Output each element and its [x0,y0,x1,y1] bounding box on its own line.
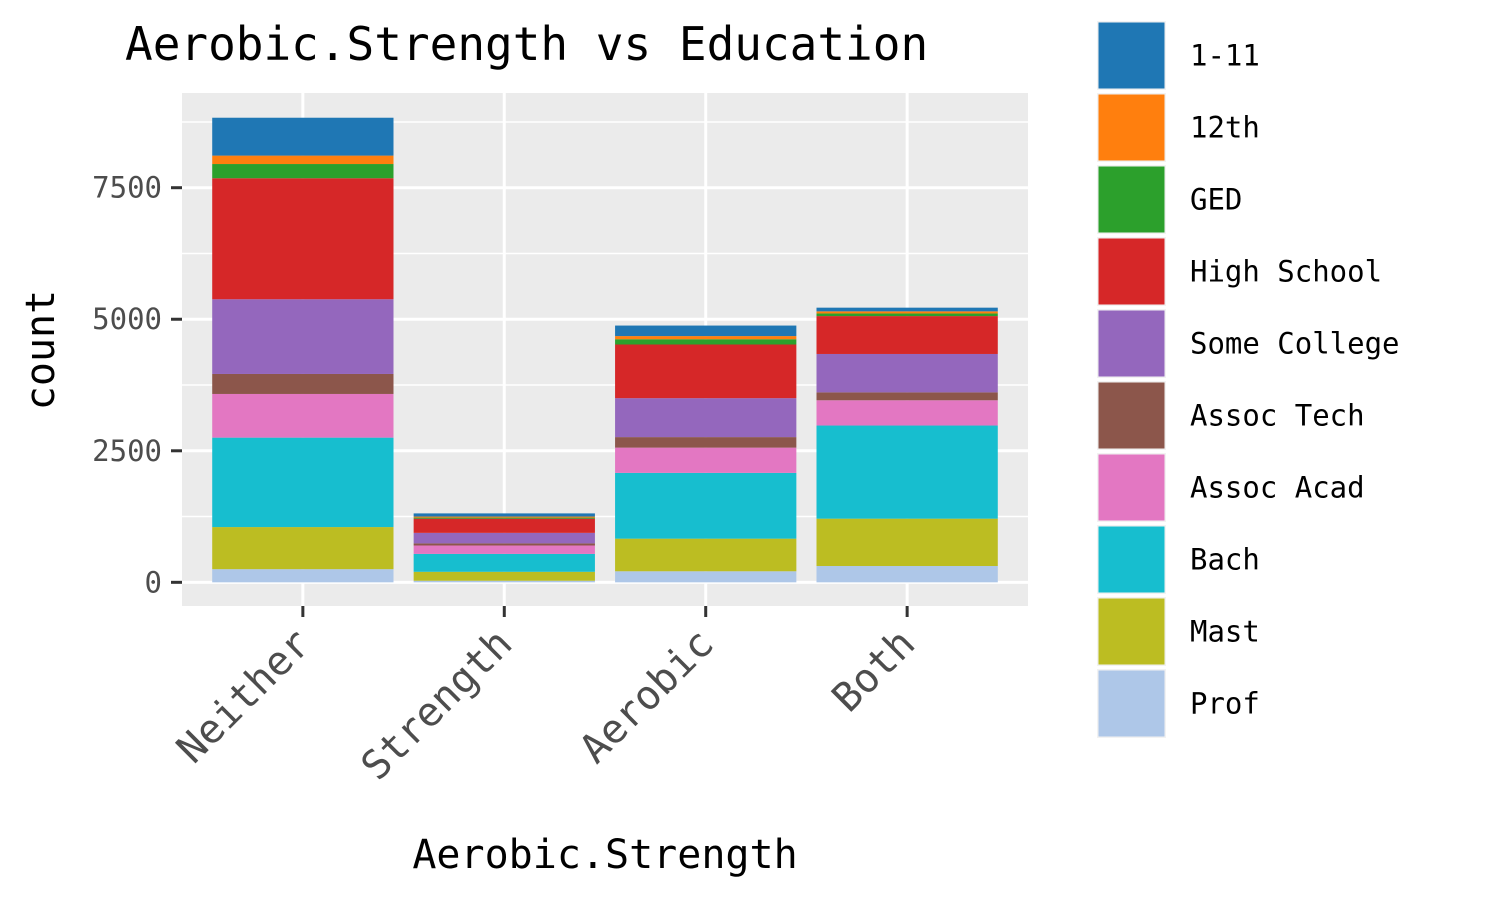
legend-label: Mast [1190,615,1260,649]
x-axis: Neither Strength Aerobic Both [168,606,924,789]
bar-segment [615,538,797,572]
y-tick-label: 5000 [92,302,162,336]
bar-segment [816,353,998,393]
bar-segment [615,447,797,473]
bar-segment [212,164,394,179]
y-tick-label: 0 [145,565,162,599]
y-tick-label: 7500 [92,171,162,205]
bar-segment [615,339,797,345]
bars [212,117,998,583]
legend: 1-11 12th GED High School Some College Assoc … [1097,21,1400,738]
legend-swatch [1098,238,1165,305]
bar-segment [816,425,998,519]
legend-swatch [1098,526,1165,593]
bar-segment [212,117,394,156]
bar-segment [615,571,797,583]
bar-segment [413,516,595,518]
legend-label: GED [1190,183,1242,217]
legend-label: Assoc Acad [1190,471,1365,505]
bar-segment [615,336,797,340]
legend-swatch [1098,94,1165,161]
legend-label: Some College [1190,327,1400,361]
x-tick-label: Neither [168,621,320,773]
bar-segment [212,299,394,374]
bar-segment [413,571,595,581]
legend-label: Assoc Tech [1190,399,1365,433]
y-axis: 0 2500 5000 7500 [92,171,182,599]
legend-label: High School [1190,255,1382,289]
bar-segment [615,398,797,438]
y-axis-title: count [18,290,64,410]
bar-segment [816,313,998,317]
x-axis-title: Aerobic.Strength [412,832,797,878]
legend-swatch [1098,382,1165,449]
x-tick-label: Aerobic [571,621,723,773]
legend-swatch [1098,22,1165,89]
bar-segment [212,527,394,570]
bar-segment [816,316,998,354]
bar-segment [615,437,797,448]
bar-segment [615,344,797,399]
bar-segment [212,437,394,528]
legend-label: 1-11 [1190,39,1260,73]
bar-segment [212,393,394,438]
legend-swatch [1098,166,1165,233]
bar-segment [615,325,797,337]
x-tick-label: Strength [353,621,522,790]
bar-segment [212,178,394,300]
bar-segment [816,566,998,583]
bar-segment [816,311,998,314]
legend-label: 12th [1190,111,1260,145]
bar-segment [212,155,394,165]
bar-segment [816,400,998,426]
bar-segment [212,373,394,394]
legend-swatch [1098,598,1165,665]
x-tick-label: Both [824,621,925,722]
bar-segment [212,569,394,583]
y-tick-label: 2500 [92,434,162,468]
bar-segment [816,518,998,567]
legend-swatch [1098,670,1165,737]
legend-swatch [1098,310,1165,377]
bar-segment [413,517,595,519]
bar-segment [413,580,595,583]
bar-segment [615,472,797,539]
legend-swatch [1098,454,1165,521]
bar-segment [413,543,595,546]
bar-segment [816,307,998,312]
bar-segment [413,553,595,572]
bar-segment [413,513,595,517]
legend-label: Bach [1190,543,1260,577]
chart-title: Aerobic.Strength vs Education [125,17,928,71]
legend-label: Prof [1190,687,1260,721]
bar-segment [413,518,595,533]
bar-segment [413,532,595,544]
bar-segment [816,392,998,401]
bar-segment [413,545,595,554]
